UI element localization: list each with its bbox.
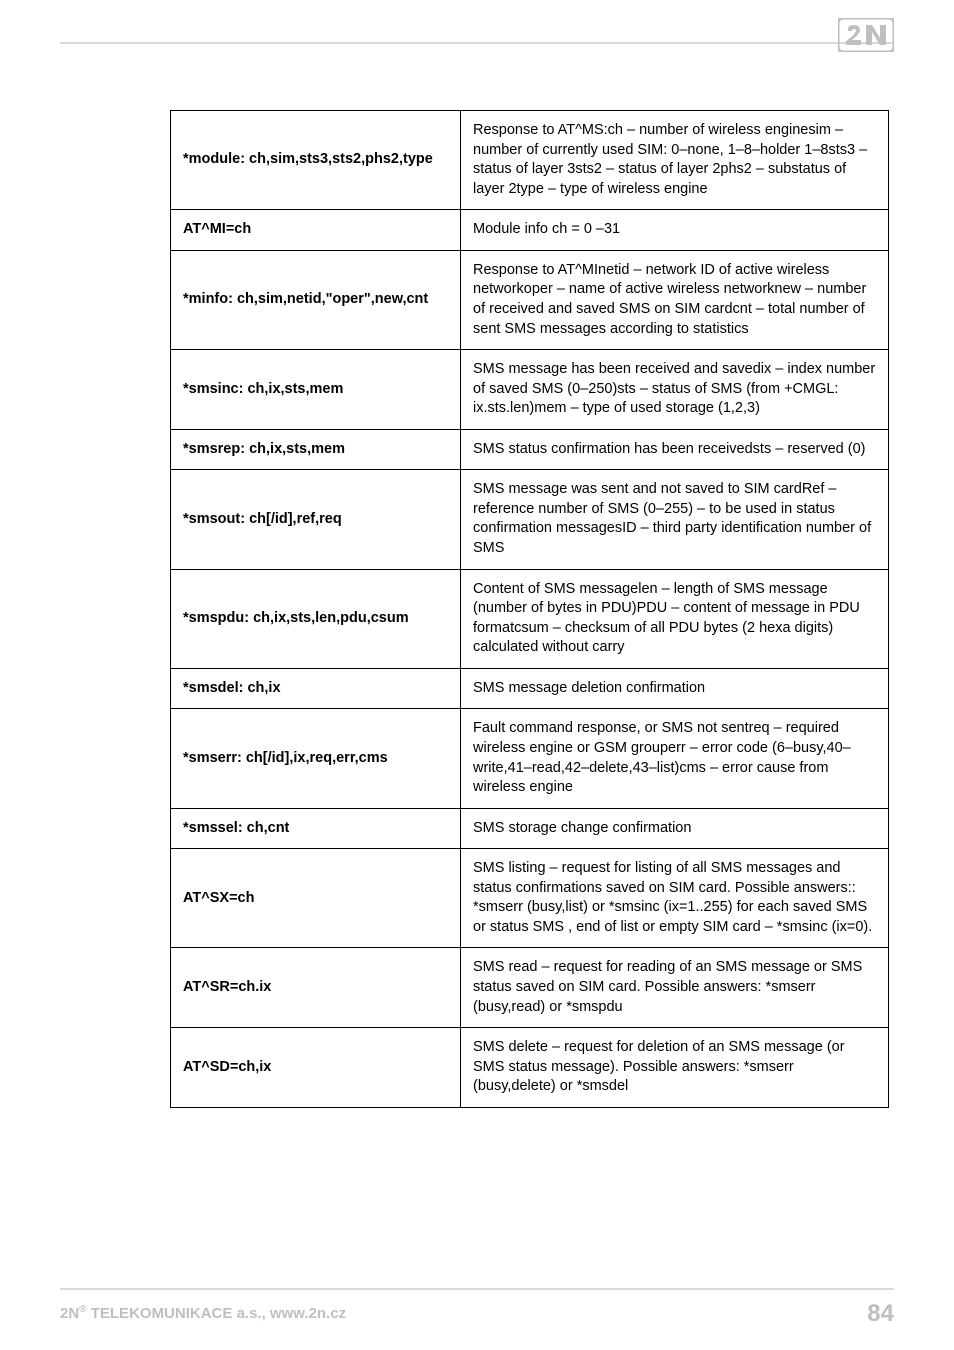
description-cell: SMS message was sent and not saved to SI… <box>461 470 889 569</box>
page-number: 84 <box>867 1300 894 1328</box>
table-row: AT^SR=ch.ixSMS read – request for readin… <box>171 948 889 1028</box>
content-area: *module: ch,sim,sts3,sts2,phs2,typeRespo… <box>170 110 889 1108</box>
table-row: *smsrep: ch,ix,sts,memSMS status confirm… <box>171 429 889 470</box>
command-cell: *smsrep: ch,ix,sts,mem <box>171 429 461 470</box>
footer-company: 2N® TELEKOMUNIKACE a.s., www.2n.cz <box>60 1304 346 1322</box>
table-row: *smsout: ch[/id],ref,reqSMS message was … <box>171 470 889 569</box>
description-cell: SMS read – request for reading of an SMS… <box>461 948 889 1028</box>
table-row: *smserr: ch[/id],ix,req,err,cmsFault com… <box>171 709 889 808</box>
command-cell: *smsdel: ch,ix <box>171 668 461 709</box>
description-cell: Response to AT^MInetid – network ID of a… <box>461 250 889 349</box>
command-cell: AT^MI=ch <box>171 210 461 251</box>
table-row: AT^SX=chSMS listing – request for listin… <box>171 849 889 948</box>
description-cell: SMS storage change confirmation <box>461 808 889 849</box>
command-cell: *minfo: ch,sim,netid,"oper",new,cnt <box>171 250 461 349</box>
command-cell: *smserr: ch[/id],ix,req,err,cms <box>171 709 461 808</box>
description-cell: Module info ch = 0 –31 <box>461 210 889 251</box>
table-row: *smssel: ch,cntSMS storage change confir… <box>171 808 889 849</box>
description-cell: Response to AT^MS:ch – number of wireles… <box>461 111 889 210</box>
commands-table: *module: ch,sim,sts3,sts2,phs2,typeRespo… <box>170 110 889 1108</box>
bottom-divider <box>60 1288 894 1290</box>
table-row: *module: ch,sim,sts3,sts2,phs2,typeRespo… <box>171 111 889 210</box>
command-cell: AT^SD=ch,ix <box>171 1028 461 1108</box>
table-row: *smsdel: ch,ixSMS message deletion confi… <box>171 668 889 709</box>
description-cell: Content of SMS messagelen – length of SM… <box>461 569 889 668</box>
command-cell: AT^SR=ch.ix <box>171 948 461 1028</box>
description-cell: SMS message deletion confirmation <box>461 668 889 709</box>
footer-rest: TELEKOMUNIKACE a.s., www.2n.cz <box>87 1305 346 1322</box>
table-row: AT^SD=ch,ixSMS delete – request for dele… <box>171 1028 889 1108</box>
footer-registered: ® <box>79 1304 86 1315</box>
command-cell: *smsinc: ch,ix,sts,mem <box>171 350 461 430</box>
command-cell: *smsout: ch[/id],ref,req <box>171 470 461 569</box>
command-cell: AT^SX=ch <box>171 849 461 948</box>
description-cell: SMS listing – request for listing of all… <box>461 849 889 948</box>
top-divider <box>60 42 894 44</box>
table-row: *smsinc: ch,ix,sts,memSMS message has be… <box>171 350 889 430</box>
command-cell: *module: ch,sim,sts3,sts2,phs2,type <box>171 111 461 210</box>
description-cell: SMS delete – request for deletion of an … <box>461 1028 889 1108</box>
table-row: *smspdu: ch,ix,sts,len,pdu,csumContent o… <box>171 569 889 668</box>
command-cell: *smssel: ch,cnt <box>171 808 461 849</box>
table-row: AT^MI=chModule info ch = 0 –31 <box>171 210 889 251</box>
brand-logo <box>838 18 894 57</box>
description-cell: Fault command response, or SMS not sentr… <box>461 709 889 808</box>
description-cell: SMS message has been received and savedi… <box>461 350 889 430</box>
table-row: *minfo: ch,sim,netid,"oper",new,cntRespo… <box>171 250 889 349</box>
footer-prefix: 2N <box>60 1305 79 1322</box>
command-cell: *smspdu: ch,ix,sts,len,pdu,csum <box>171 569 461 668</box>
description-cell: SMS status confirmation has been receive… <box>461 429 889 470</box>
